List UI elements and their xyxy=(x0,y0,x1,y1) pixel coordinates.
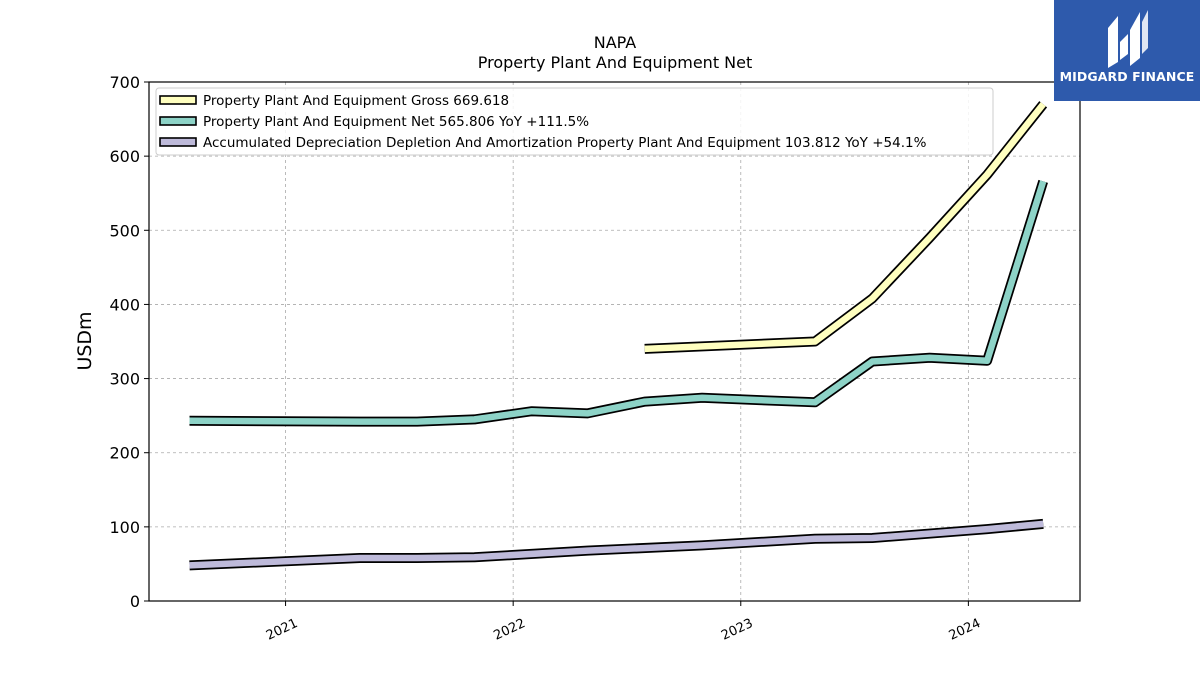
plot-frame xyxy=(148,81,1081,602)
brand-name: MIDGARD FINANCE xyxy=(1059,69,1195,84)
legend-label: Accumulated Depreciation Depletion And A… xyxy=(203,135,927,151)
series-line xyxy=(189,180,1047,425)
chart-subtitle: Property Plant And Equipment Net xyxy=(478,53,753,72)
x-tick-label: 2022 xyxy=(492,616,528,644)
y-tick-label: 600 xyxy=(109,147,140,166)
series-layer xyxy=(189,101,1048,571)
x-tick-label: 2021 xyxy=(264,616,300,644)
series-line xyxy=(644,102,1046,353)
y-tick-label: 0 xyxy=(130,592,140,611)
brand-logo: MIDGARD FINANCE xyxy=(1054,0,1200,101)
y-tick-label: 500 xyxy=(109,221,140,240)
x-tick-label: 2023 xyxy=(719,616,755,644)
y-tick-label: 300 xyxy=(109,370,140,389)
y-tick-label: 200 xyxy=(109,444,140,463)
y-axis-label: USDm xyxy=(74,311,96,370)
legend-swatch xyxy=(159,116,197,126)
chart-title: NAPA xyxy=(594,33,637,52)
series-line xyxy=(189,520,1044,569)
midgard-logo-icon xyxy=(1108,10,1148,68)
legend-swatch xyxy=(159,95,197,105)
x-tick-label: 2024 xyxy=(947,616,983,644)
legend-swatch xyxy=(159,137,197,147)
legend: Property Plant And Equipment Gross 669.6… xyxy=(155,87,994,156)
series-line-outline xyxy=(189,179,1048,427)
grid-lines xyxy=(149,82,1080,601)
y-tick-label: 100 xyxy=(109,518,140,537)
y-tick-label: 400 xyxy=(109,295,140,314)
y-tick-label: 700 xyxy=(109,73,140,92)
legend-label: Property Plant And Equipment Net 565.806… xyxy=(203,114,589,130)
legend-box xyxy=(155,87,994,156)
legend-label: Property Plant And Equipment Gross 669.6… xyxy=(203,93,509,109)
